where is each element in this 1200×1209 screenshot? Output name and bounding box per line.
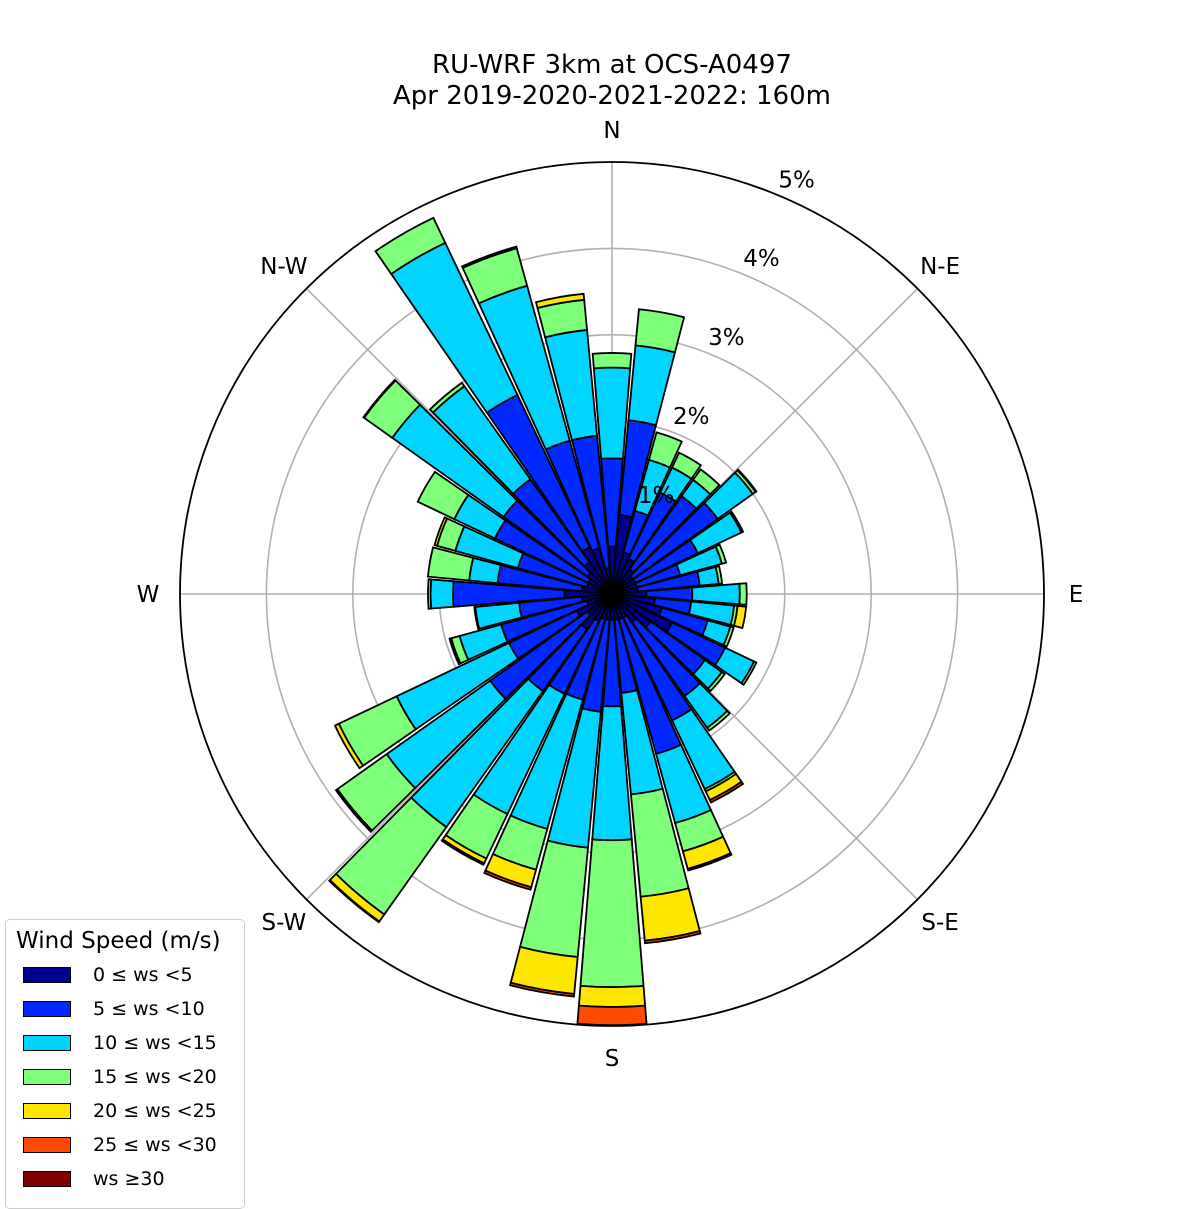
- legend-label: ws ≥30: [93, 1168, 165, 1190]
- bar-segment: [427, 578, 433, 610]
- legend-label: 5 ≤ ws <10: [93, 998, 205, 1020]
- bar-segment: [706, 670, 726, 693]
- bar-segment: [670, 451, 703, 481]
- bar-segment: [686, 852, 733, 872]
- direction-label: N: [603, 118, 620, 144]
- bar-segment: [328, 878, 381, 924]
- legend-swatch: [23, 1035, 71, 1051]
- bar-segment: [440, 838, 486, 867]
- bar-segment: [634, 308, 686, 354]
- chart-title: RU-WRF 3km at OCS-A0497: [432, 50, 792, 80]
- direction-label: N-W: [260, 254, 307, 280]
- bar-segment: [460, 245, 518, 270]
- legend-item: 10 ≤ ws <15: [23, 1032, 217, 1054]
- bar-segment: [740, 660, 758, 687]
- bar-segment: [579, 838, 645, 989]
- bar-segment: [429, 578, 455, 610]
- bar-segment: [705, 709, 731, 732]
- bar-segment: [576, 1004, 648, 1026]
- legend-swatch: [23, 1171, 71, 1187]
- direction-label: S-W: [262, 910, 307, 936]
- polar-frame: [179, 161, 1045, 1027]
- legend-label: 25 ≤ ws <30: [93, 1134, 217, 1156]
- bar-segment: [534, 292, 586, 310]
- legend-title: Wind Speed (m/s): [16, 928, 221, 954]
- legend-item: ws ≥30: [23, 1168, 165, 1190]
- bar-segment: [334, 787, 374, 834]
- bar-segment: [591, 352, 633, 370]
- bar-segment: [433, 516, 449, 547]
- bar-segment: [728, 510, 745, 534]
- legend-swatch: [23, 967, 71, 983]
- bar-segment: [374, 216, 447, 276]
- legend-label: 10 ≤ ws <15: [93, 1032, 217, 1054]
- bar-segment: [722, 625, 735, 648]
- bar-segment: [483, 869, 533, 891]
- bar-segment: [736, 468, 758, 494]
- legend-item: 25 ≤ ws <30: [23, 1134, 217, 1156]
- bar-segment: [333, 722, 365, 770]
- direction-label: E: [1069, 582, 1084, 608]
- bar-segment: [691, 468, 721, 496]
- legend-item: 5 ≤ ws <10: [23, 998, 205, 1020]
- radial-tick-label: 1%: [638, 483, 675, 509]
- legend-item: 15 ≤ ws <20: [23, 1066, 217, 1088]
- radial-tick-label: 5%: [778, 167, 815, 193]
- radial-tick-label: 3%: [708, 325, 745, 351]
- legend-swatch: [23, 1103, 71, 1119]
- direction-label: S: [605, 1046, 620, 1072]
- bar-segment: [714, 565, 724, 585]
- bar-segment: [714, 543, 728, 565]
- legend-item: 20 ≤ ws <25: [23, 1100, 217, 1122]
- chart-subtitle: Apr 2019-2020-2021-2022: 160m: [392, 81, 832, 111]
- legend: Wind Speed (m/s) 0 ≤ ws <5 5 ≤ ws <10 10 ≤…: [5, 919, 245, 1209]
- legend-swatch: [23, 1001, 71, 1017]
- legend-swatch: [23, 1137, 71, 1153]
- bar-segment: [643, 929, 702, 945]
- bar-segment: [426, 546, 475, 582]
- legend-label: 15 ≤ ws <20: [93, 1066, 217, 1088]
- bar-segment: [577, 984, 647, 1008]
- direction-label: S-E: [921, 910, 958, 936]
- bar-segment: [708, 780, 745, 804]
- radial-tick-label: 2%: [673, 404, 710, 430]
- bar-segment: [647, 431, 683, 469]
- bar-segment: [508, 981, 576, 998]
- direction-label: W: [137, 582, 160, 608]
- bar-segment: [627, 344, 677, 427]
- direction-label: N-E: [920, 254, 960, 280]
- bar-segment: [448, 637, 462, 666]
- bar-segment: [592, 366, 632, 460]
- bar-segment: [738, 582, 748, 606]
- radial-tick-label: 4%: [743, 246, 780, 272]
- bar-segment: [416, 470, 470, 521]
- legend-label: 20 ≤ ws <25: [93, 1100, 217, 1122]
- bar-segment: [362, 378, 397, 420]
- bar-segment: [732, 604, 748, 630]
- bar-segment: [428, 381, 466, 414]
- legend-swatch: [23, 1069, 71, 1085]
- bar-segment: [473, 605, 481, 630]
- legend-item: 0 ≤ ws <5: [23, 964, 193, 986]
- legend-label: 0 ≤ ws <5: [93, 964, 193, 986]
- bar-segment: [691, 582, 741, 606]
